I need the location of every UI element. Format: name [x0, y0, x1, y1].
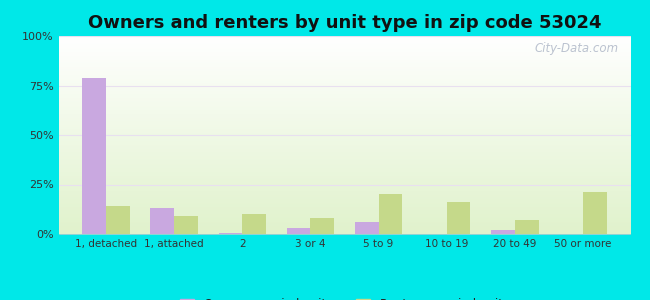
- Title: Owners and renters by unit type in zip code 53024: Owners and renters by unit type in zip c…: [88, 14, 601, 32]
- Bar: [311, 218, 334, 234]
- Bar: [174, 216, 198, 234]
- Bar: [287, 228, 311, 234]
- Text: City-Data.com: City-Data.com: [535, 42, 619, 55]
- Bar: [515, 220, 539, 234]
- Bar: [242, 214, 266, 234]
- Bar: [218, 233, 242, 234]
- Bar: [150, 208, 174, 234]
- Bar: [106, 206, 130, 234]
- Bar: [355, 222, 378, 234]
- Bar: [378, 194, 402, 234]
- Bar: [447, 202, 471, 234]
- Legend: Owner occupied units, Renter occupied units: Owner occupied units, Renter occupied un…: [180, 298, 509, 300]
- Bar: [491, 230, 515, 234]
- Bar: [583, 192, 606, 234]
- Bar: [83, 78, 106, 234]
